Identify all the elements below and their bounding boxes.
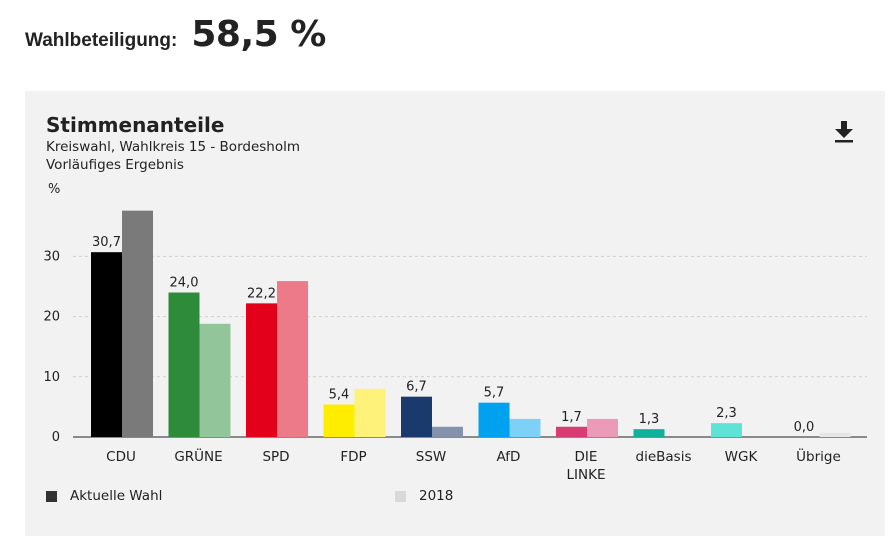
bar-2018 — [277, 281, 308, 437]
category-label: SSW — [416, 449, 447, 465]
category-label: GRÜNE — [174, 447, 222, 465]
data-label: 1,3 — [639, 412, 660, 427]
bar-2018 — [509, 418, 541, 437]
bar-current — [711, 423, 742, 437]
bar-current — [246, 303, 277, 437]
data-label: 30,7 — [92, 235, 121, 250]
download-icon[interactable] — [833, 119, 855, 143]
chart-status: Vorläufiges Ergebnis — [46, 157, 184, 173]
category-label: AfD — [497, 449, 521, 465]
legend-label-previous: 2018 — [419, 488, 454, 504]
y-tick-label: 10 — [43, 370, 60, 385]
data-label: 22,2 — [247, 286, 276, 301]
chart-title: Stimmenanteile — [46, 113, 225, 137]
chart-card: Stimmenanteile Kreiswahl, Wahlkreis 15 -… — [25, 91, 885, 536]
bar-2018 — [354, 388, 386, 437]
bar-chart: 0 10 20 30 30,7 CDU 24,0 GRÜNE 22,2 SPD 5,4 FDP 6,7 S… — [43, 210, 867, 483]
bar-2018 — [432, 426, 463, 437]
bar-current — [91, 252, 122, 437]
bar-current — [633, 429, 665, 437]
turnout-label: Wahlbeteiligung: — [25, 30, 178, 51]
bar-current — [478, 402, 510, 437]
category-label: SPD — [262, 449, 289, 465]
turnout-value: 58,5 % — [191, 14, 326, 55]
bar-current — [556, 426, 587, 437]
bar-2018 — [199, 323, 231, 437]
data-label: 5,4 — [329, 387, 350, 402]
category-label: CDU — [106, 449, 136, 465]
bar-2018 — [819, 432, 851, 437]
bar-current — [401, 396, 432, 437]
y-axis-unit: % — [48, 182, 61, 197]
category-label: DIE — [575, 449, 598, 465]
data-label: 1,7 — [561, 410, 582, 425]
bar-current — [168, 292, 200, 437]
category-label: WGK — [725, 449, 759, 465]
data-label: 0,0 — [794, 420, 815, 435]
bar-2018 — [587, 418, 618, 437]
category-label: Übrige — [796, 447, 841, 465]
legend-swatch-previous — [395, 490, 406, 502]
legend-label-current: Aktuelle Wahl — [70, 488, 163, 504]
bar-current — [323, 404, 355, 437]
category-label: FDP — [340, 449, 366, 465]
data-label: 5,7 — [484, 386, 505, 401]
data-label: 24,0 — [170, 276, 199, 291]
category-label: LINKE — [567, 467, 606, 483]
legend-current: Aktuelle Wahl — [46, 488, 162, 504]
chart-subtitle: Kreiswahl, Wahlkreis 15 - Bordesholm — [46, 139, 301, 155]
bar-2018 — [122, 210, 153, 437]
turnout: Wahlbeteiligung: 58,5 % — [25, 14, 326, 55]
category-label: dieBasis — [636, 449, 692, 465]
y-tick-label: 0 — [52, 430, 60, 445]
legend-previous: 2018 — [395, 488, 453, 504]
y-tick-label: 20 — [43, 310, 60, 325]
data-label: 2,3 — [716, 406, 737, 421]
legend-swatch-current — [46, 490, 57, 502]
y-tick-label: 30 — [43, 249, 60, 264]
data-label: 6,7 — [406, 380, 427, 395]
